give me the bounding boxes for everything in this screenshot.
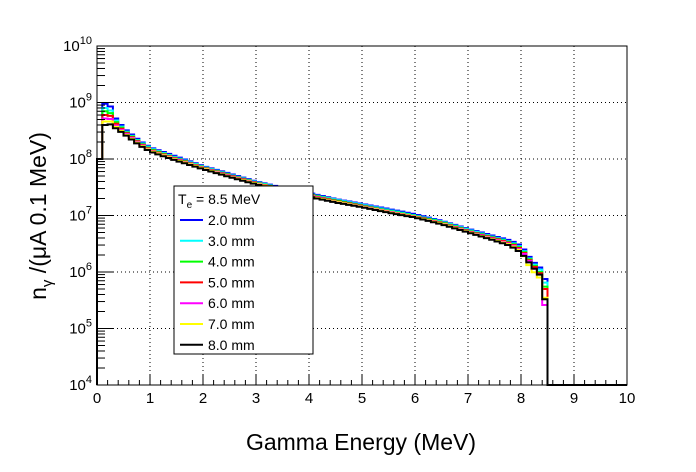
x-tick-label: 0 — [93, 390, 101, 407]
y-tick-label: 109 — [69, 92, 92, 112]
y-tick-label-base: 10 — [69, 95, 86, 112]
y-tick-label: 106 — [69, 261, 92, 281]
legend: Te = 8.5 MeV 2.0 mm 3.0 mm 4.0 mm 5.0 mm 6.0… — [173, 185, 314, 355]
y-tick-label-base: 10 — [69, 377, 86, 394]
y-tick-label-exponent: 10 — [80, 35, 92, 47]
legend-label: 7.0 mm — [208, 316, 255, 332]
x-tick-label: 7 — [464, 390, 472, 407]
y-tick-label: 105 — [69, 318, 92, 338]
y-tick-label-exponent: 9 — [86, 92, 92, 104]
y-axis-title-rest: /(μA 0.1 MeV) — [25, 132, 51, 279]
legend-label: 2.0 mm — [208, 212, 255, 228]
legend-label: 4.0 mm — [208, 254, 255, 270]
x-tick-label: 1 — [146, 390, 154, 407]
y-tick-label-base: 10 — [69, 264, 86, 281]
series-group — [96, 102, 627, 386]
y-tick-label-exponent: 5 — [86, 318, 92, 330]
y-tick-label-exponent: 8 — [86, 148, 92, 160]
y-tick-label-base: 10 — [69, 321, 86, 338]
x-tick-label: 3 — [252, 390, 260, 407]
legend-label: 6.0 mm — [208, 295, 255, 311]
y-axis-title-base: n — [25, 287, 51, 300]
legend-box — [173, 185, 314, 355]
y-tick-label: 107 — [69, 205, 92, 225]
y-tick-label-exponent: 7 — [86, 205, 92, 217]
x-tick-label: 6 — [411, 390, 419, 407]
x-tick-label: 5 — [358, 390, 366, 407]
legend-header: Te = 8.5 MeV — [178, 191, 261, 211]
y-tick-label-base: 10 — [69, 208, 86, 225]
y-axis-title: nγ /(μA 0.1 MeV) — [25, 132, 56, 300]
legend-header-base: T — [178, 191, 187, 207]
x-tick-label: 2 — [199, 390, 207, 407]
legend-label: 8.0 mm — [208, 337, 255, 353]
legend-label: 5.0 mm — [208, 274, 255, 290]
y-tick-label-exponent: 4 — [86, 374, 92, 386]
x-tick-label: 9 — [570, 390, 578, 407]
y-tick-label: 1010 — [63, 35, 92, 55]
x-tick-label: 8 — [517, 390, 525, 407]
y-tick-label-exponent: 6 — [86, 261, 92, 273]
legend-entries: 2.0 mm 3.0 mm 4.0 mm 5.0 mm 6.0 mm 7.0 mm 8.0 … — [180, 212, 255, 353]
y-tick-label: 104 — [69, 374, 92, 394]
y-tick-label-base: 10 — [63, 38, 80, 55]
y-tick-label-base: 10 — [69, 151, 86, 168]
x-tick-labels: 0 1 2 3 4 5 6 7 8 9 10 — [93, 390, 636, 407]
x-tick-label: 10 — [619, 390, 636, 407]
y-tick-label: 108 — [69, 148, 92, 168]
x-axis-title: Gamma Energy (MeV) — [246, 429, 476, 455]
legend-header-rest: = 8.5 MeV — [192, 191, 261, 207]
legend-header-subscript: e — [187, 200, 193, 211]
x-tick-label: 4 — [305, 390, 313, 407]
legend-label: 3.0 mm — [208, 233, 255, 249]
series-7-histogram — [96, 123, 627, 386]
y-axis-title-subscript: γ — [39, 279, 56, 287]
axis-ticks — [96, 45, 628, 386]
